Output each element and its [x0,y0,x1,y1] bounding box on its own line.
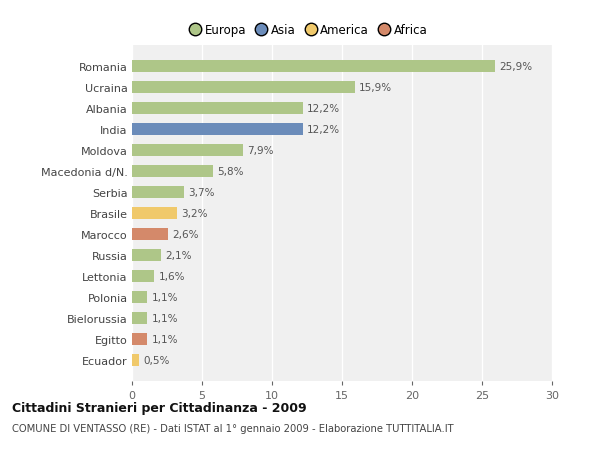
Bar [132,166,213,177]
Text: 5,8%: 5,8% [217,167,244,177]
Text: 12,2%: 12,2% [307,104,340,114]
Bar [132,82,355,94]
Bar [132,354,139,366]
Text: 12,2%: 12,2% [307,125,340,134]
Bar [132,313,148,324]
Text: 3,2%: 3,2% [181,208,208,218]
Text: 1,6%: 1,6% [158,271,185,281]
Bar [132,124,303,135]
Bar [132,270,154,282]
Text: 7,9%: 7,9% [247,146,274,156]
Bar [132,207,177,219]
Text: 2,6%: 2,6% [173,230,199,239]
Bar [132,145,242,157]
Bar [132,61,494,73]
Bar [132,103,303,114]
Text: 0,5%: 0,5% [143,355,170,365]
Bar [132,291,148,303]
Text: 25,9%: 25,9% [499,62,532,72]
Text: 1,1%: 1,1% [152,334,178,344]
Text: 15,9%: 15,9% [359,83,392,93]
Bar [132,250,161,261]
Bar [132,229,169,240]
Text: COMUNE DI VENTASSO (RE) - Dati ISTAT al 1° gennaio 2009 - Elaborazione TUTTITALI: COMUNE DI VENTASSO (RE) - Dati ISTAT al … [12,424,454,433]
Text: 2,1%: 2,1% [166,250,192,260]
Legend: Europa, Asia, America, Africa: Europa, Asia, America, Africa [189,24,428,37]
Text: 1,1%: 1,1% [152,313,178,323]
Text: Cittadini Stranieri per Cittadinanza - 2009: Cittadini Stranieri per Cittadinanza - 2… [12,401,307,414]
Bar [132,187,184,198]
Text: 1,1%: 1,1% [152,292,178,302]
Text: 3,7%: 3,7% [188,188,215,197]
Bar [132,333,148,345]
